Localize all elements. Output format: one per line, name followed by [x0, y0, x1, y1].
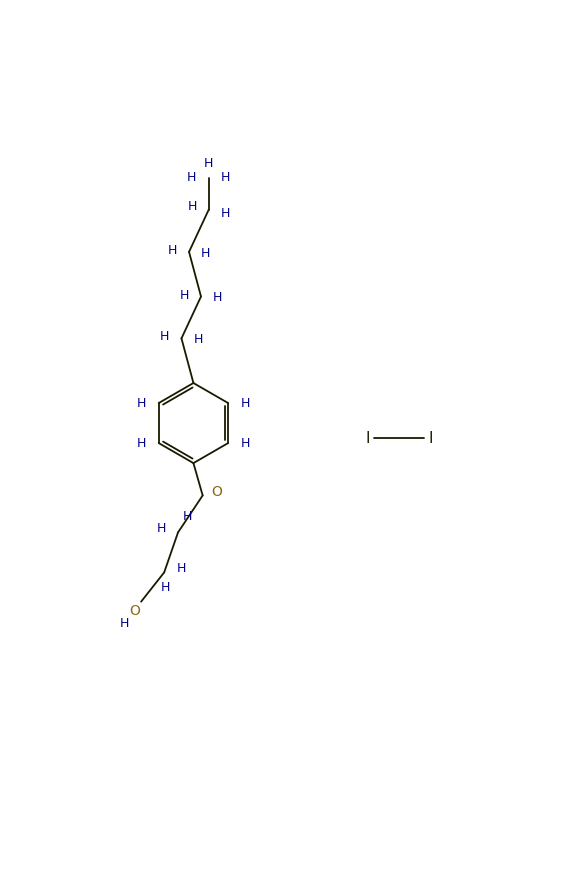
Text: H: H: [193, 334, 203, 347]
Text: H: H: [137, 396, 146, 409]
Text: H: H: [241, 436, 250, 449]
Text: O: O: [211, 485, 222, 499]
Text: H: H: [220, 207, 230, 220]
Text: H: H: [213, 291, 223, 304]
Text: H: H: [160, 330, 169, 343]
Text: H: H: [161, 581, 170, 594]
Text: H: H: [177, 562, 186, 575]
Text: I: I: [366, 431, 371, 446]
Text: O: O: [130, 604, 141, 618]
Text: H: H: [187, 171, 196, 184]
Text: H: H: [182, 510, 192, 523]
Text: H: H: [137, 436, 146, 449]
Text: H: H: [180, 289, 189, 302]
Text: H: H: [204, 157, 213, 170]
Text: I: I: [428, 431, 433, 446]
Text: H: H: [221, 171, 230, 184]
Text: H: H: [241, 396, 250, 409]
Text: H: H: [201, 247, 210, 260]
Text: H: H: [187, 200, 197, 213]
Text: H: H: [156, 522, 166, 535]
Text: H: H: [120, 617, 129, 630]
Text: H: H: [167, 244, 177, 257]
